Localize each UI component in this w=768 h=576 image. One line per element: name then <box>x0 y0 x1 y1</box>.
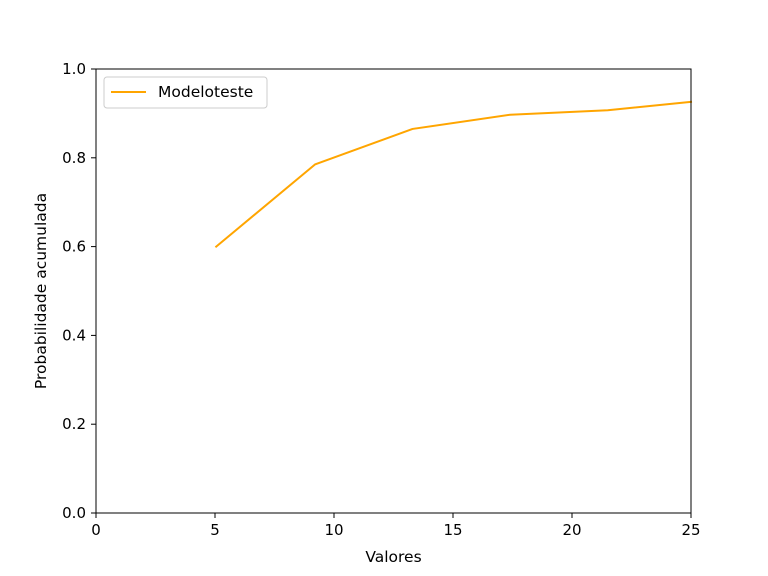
x-axis: 0 5 10 15 20 25 <box>91 513 701 539</box>
x-tick-label: 10 <box>324 521 343 539</box>
legend-label: Modeloteste <box>158 83 253 101</box>
y-tick-label: 1.0 <box>62 60 86 78</box>
x-tick-label: 0 <box>91 521 101 539</box>
x-tick-label: 25 <box>681 521 700 539</box>
legend: Modeloteste <box>103 76 268 109</box>
plot-frame <box>95 68 692 514</box>
x-tick-label: 15 <box>443 521 462 539</box>
x-tick-label: 5 <box>210 521 220 539</box>
y-tick-label: 0.4 <box>62 326 86 344</box>
legend-box <box>103 76 268 109</box>
series-layer <box>214 100 693 249</box>
y-axis-label: Probabilidade acumulada <box>32 193 50 389</box>
y-axis: 0.0 0.2 0.4 0.6 0.8 1.0 <box>62 60 96 522</box>
y-tick-label: 0.8 <box>62 149 86 167</box>
y-tick-label: 0.0 <box>62 504 86 522</box>
y-tick-label: 0.2 <box>62 415 86 433</box>
series-line-0 <box>214 100 693 249</box>
x-tick-label: 20 <box>562 521 581 539</box>
y-tick-label: 0.6 <box>62 238 86 256</box>
x-axis-label: Valores <box>365 548 421 566</box>
